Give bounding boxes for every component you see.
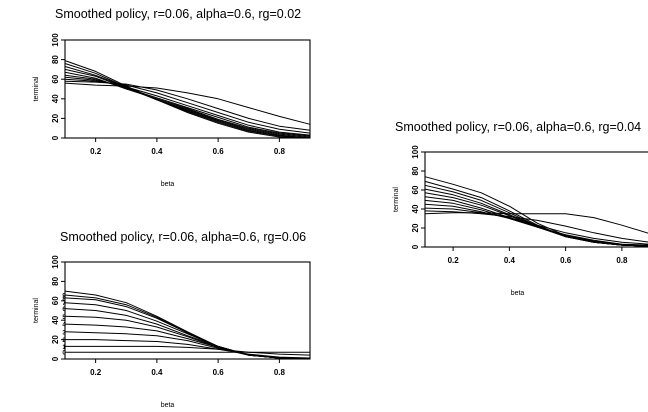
series-line-1 xyxy=(65,345,311,356)
y-tick-label: 20 xyxy=(411,223,420,232)
y-tick-label: 80 xyxy=(411,166,420,175)
series-line-7 xyxy=(424,188,648,247)
series-line-6 xyxy=(64,68,311,139)
x-tick-label: 0.6 xyxy=(213,368,225,377)
series-label: 3 xyxy=(62,330,66,336)
y-tick-label: 60 xyxy=(51,74,60,83)
y-tick-label: 40 xyxy=(411,204,420,213)
x-tick-label: 0.6 xyxy=(213,147,225,156)
y-axis-label: terminal xyxy=(33,298,40,323)
x-tick-label: 0.8 xyxy=(274,147,286,156)
y-tick-label: 60 xyxy=(411,185,420,194)
x-tick-label: 0.2 xyxy=(90,368,102,377)
y-tick-label: 60 xyxy=(51,296,60,305)
series-label: 6 xyxy=(62,307,66,313)
chart-title: Smoothed policy, r=0.06, alpha=0.6, rg=0… xyxy=(395,120,641,134)
x-tick-label: 0.2 xyxy=(90,147,102,156)
y-tick-label: 0 xyxy=(411,244,420,249)
series-line-1 xyxy=(424,210,648,243)
series-label: 1 xyxy=(62,345,66,351)
series-line-9 xyxy=(64,294,311,360)
series-line-5 xyxy=(64,71,311,138)
y-axis-label: terminal xyxy=(393,187,400,212)
series-line-3 xyxy=(64,76,311,136)
series-label: 7 xyxy=(62,301,66,307)
x-axis-label: beta xyxy=(511,290,525,297)
x-tick-label: 0.6 xyxy=(560,256,572,265)
chart-title: Smoothed policy, r=0.06, alpha=0.6, rg=0… xyxy=(55,7,301,21)
chart-panel-1: Smoothed policy, r=0.06, alpha=0.6, rg=0… xyxy=(33,7,311,188)
x-tick-label: 0.4 xyxy=(504,256,516,265)
x-tick-label: 0.8 xyxy=(616,256,628,265)
x-axis-label: beta xyxy=(161,402,175,409)
series-label: 4 xyxy=(62,323,66,329)
series-line-9 xyxy=(64,60,311,139)
y-tick-label: 40 xyxy=(51,94,60,103)
series-label: 0 xyxy=(62,351,66,357)
series-line-10 xyxy=(424,176,648,247)
x-axis-label: beta xyxy=(161,181,175,188)
y-tick-label: 40 xyxy=(51,315,60,324)
x-tick-label: 0.2 xyxy=(448,256,460,265)
series-label: 5 xyxy=(62,315,66,321)
y-tick-label: 0 xyxy=(51,356,60,361)
chart-panel-2: Smoothed policy, r=0.06, alpha=0.6, rg=0… xyxy=(393,120,648,297)
y-tick-label: 80 xyxy=(51,276,60,285)
x-tick-label: 0.4 xyxy=(151,147,163,156)
series-line-8 xyxy=(64,297,311,360)
series-label: 9 xyxy=(62,293,66,299)
series-line-2 xyxy=(65,339,311,359)
y-tick-label: 0 xyxy=(51,135,60,140)
series-label: 2 xyxy=(62,338,66,344)
series-label: 8 xyxy=(62,296,66,302)
series-line-0 xyxy=(64,82,311,125)
series-line-6 xyxy=(424,192,648,247)
y-tick-label: 100 xyxy=(51,255,60,269)
x-tick-label: 0.8 xyxy=(274,368,286,377)
series-line-10 xyxy=(64,290,311,360)
chart-title: Smoothed policy, r=0.06, alpha=0.6, rg=0… xyxy=(60,230,306,244)
x-tick-label: 0.4 xyxy=(151,368,163,377)
y-tick-label: 80 xyxy=(51,55,60,64)
y-tick-label: 100 xyxy=(411,145,420,159)
y-tick-label: 20 xyxy=(51,335,60,344)
y-tick-label: 20 xyxy=(51,113,60,122)
plot-frame xyxy=(64,39,311,139)
series-line-8 xyxy=(64,63,311,139)
y-tick-label: 100 xyxy=(51,33,60,47)
y-axis-label: terminal xyxy=(33,76,40,101)
chart-panel-3: Smoothed policy, r=0.06, alpha=0.6, rg=0… xyxy=(33,230,311,409)
